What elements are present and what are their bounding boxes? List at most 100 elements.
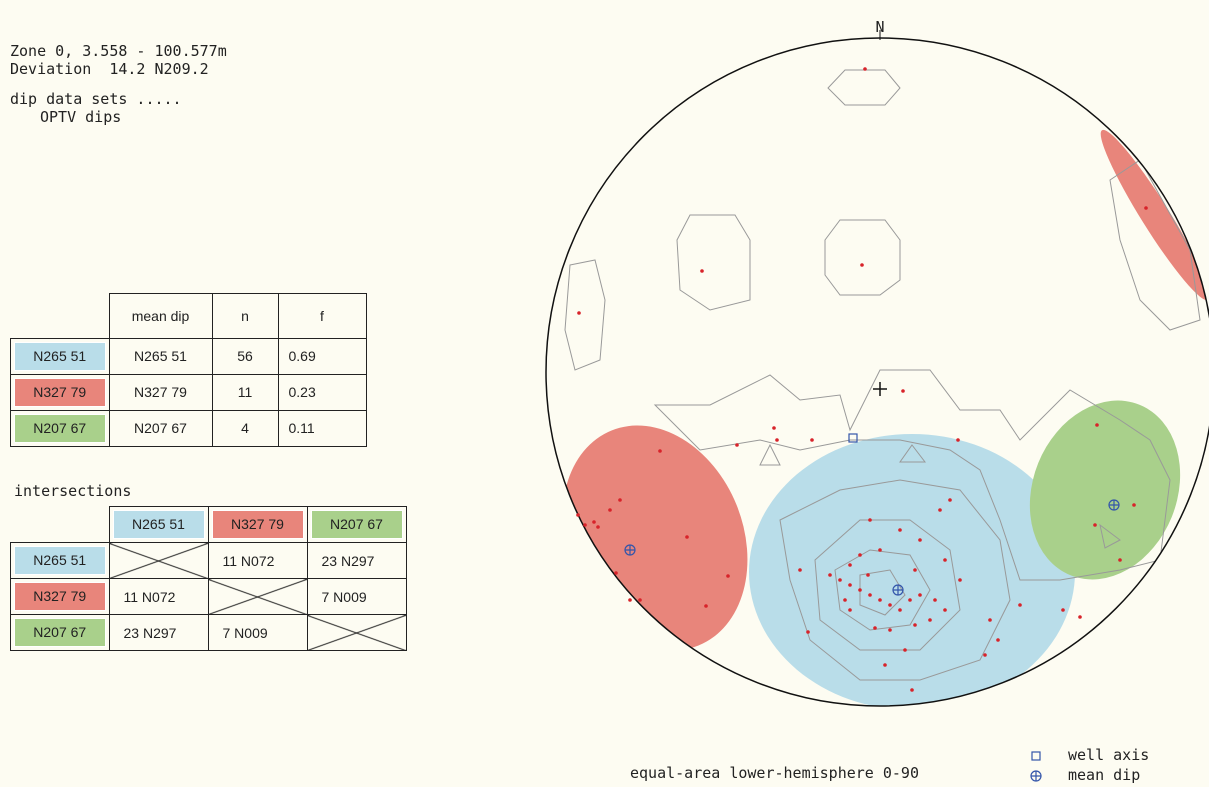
poles bbox=[576, 67, 1148, 692]
crossed-cell bbox=[207, 578, 308, 615]
cell: N207 67 bbox=[108, 409, 213, 447]
legend-icon bbox=[1030, 770, 1042, 782]
pole bbox=[1095, 423, 1099, 427]
pole bbox=[772, 426, 776, 430]
pole bbox=[888, 603, 892, 607]
pole bbox=[958, 578, 962, 582]
center-cross bbox=[873, 382, 887, 396]
corner-cell bbox=[10, 293, 110, 338]
header-line: OPTV dips bbox=[40, 108, 122, 126]
cell: N327 79 bbox=[108, 373, 213, 411]
pole bbox=[888, 628, 892, 632]
pole bbox=[956, 438, 960, 442]
cell: 23 N297 bbox=[108, 614, 209, 651]
pole bbox=[806, 630, 810, 634]
cell: 11 bbox=[211, 373, 279, 411]
pole bbox=[608, 508, 612, 512]
header-line: Zone 0, 3.558 - 100.577m bbox=[10, 42, 227, 60]
north-label: N bbox=[875, 18, 884, 36]
pole bbox=[866, 573, 870, 577]
row-label: N207 67 bbox=[10, 409, 110, 447]
header-line: Deviation 14.2 N209.2 bbox=[10, 60, 209, 78]
intersections-title: intersections bbox=[14, 482, 132, 500]
pole bbox=[583, 523, 587, 527]
column-header: f bbox=[277, 293, 367, 339]
cell: 11 N072 bbox=[207, 542, 308, 579]
pole bbox=[685, 535, 689, 539]
pole bbox=[928, 618, 932, 622]
projection-label: equal-area lower-hemisphere 0-90 bbox=[630, 764, 919, 782]
header-row: mean dip n f bbox=[10, 293, 367, 339]
pole bbox=[638, 598, 642, 602]
pole bbox=[1118, 558, 1122, 562]
legend-icon bbox=[1031, 751, 1041, 761]
crossed-cell bbox=[108, 542, 209, 579]
pole bbox=[933, 598, 937, 602]
pole bbox=[878, 548, 882, 552]
legend-label: mean dip bbox=[1068, 766, 1140, 784]
pole bbox=[988, 618, 992, 622]
label-text: N207 67 bbox=[310, 510, 403, 539]
pole bbox=[908, 598, 912, 602]
label-text: N265 51 bbox=[112, 510, 205, 539]
label-text: N327 79 bbox=[14, 377, 106, 407]
pole bbox=[868, 518, 872, 522]
pole bbox=[858, 553, 862, 557]
pole bbox=[910, 688, 914, 692]
pole bbox=[700, 269, 704, 273]
pole bbox=[843, 598, 847, 602]
pole bbox=[848, 608, 852, 612]
well-axis bbox=[848, 433, 858, 443]
set-ellipse bbox=[1029, 400, 1181, 580]
row-label: N327 79 bbox=[10, 373, 110, 411]
pole bbox=[775, 438, 779, 442]
pole bbox=[810, 438, 814, 442]
cell: 56 bbox=[211, 337, 279, 375]
label-text: N207 67 bbox=[14, 413, 106, 443]
pole bbox=[863, 67, 867, 71]
pole bbox=[903, 648, 907, 652]
cell: 23 N297 bbox=[306, 542, 407, 579]
pole bbox=[860, 263, 864, 267]
cell: N265 51 bbox=[108, 337, 213, 375]
pole bbox=[618, 498, 622, 502]
pole bbox=[878, 598, 882, 602]
pole bbox=[983, 653, 987, 657]
pole bbox=[726, 574, 730, 578]
pole bbox=[858, 588, 862, 592]
pole bbox=[576, 513, 580, 517]
pole bbox=[735, 443, 739, 447]
pole bbox=[873, 626, 877, 630]
pole bbox=[596, 525, 600, 529]
row: N207 67 23 N297 7 N009 bbox=[10, 614, 407, 651]
pole bbox=[628, 598, 632, 602]
row: N207 67 N207 67 4 0.11 bbox=[10, 409, 367, 447]
set-ellipse bbox=[1100, 129, 1209, 301]
pole bbox=[838, 578, 842, 582]
pole bbox=[1093, 523, 1097, 527]
pole bbox=[1061, 608, 1065, 612]
mean-dips bbox=[624, 499, 1120, 596]
sets-table: mean dip n f N265 51 N265 51 56 0.69 N327 79 N32… bbox=[10, 293, 367, 447]
pole bbox=[913, 623, 917, 627]
pole bbox=[943, 608, 947, 612]
row-label: N265 51 bbox=[10, 337, 110, 375]
column-header: N207 67 bbox=[306, 506, 407, 543]
pole bbox=[848, 583, 852, 587]
label-text: N327 79 bbox=[14, 582, 106, 611]
contours bbox=[564, 69, 1201, 681]
pole bbox=[1132, 503, 1136, 507]
column-header: N265 51 bbox=[108, 506, 209, 543]
label-text: N327 79 bbox=[211, 510, 304, 539]
legend-label: well axis bbox=[1068, 746, 1149, 764]
pole bbox=[798, 568, 802, 572]
pole bbox=[577, 311, 581, 315]
pole bbox=[996, 638, 1000, 642]
cell: 7 N009 bbox=[207, 614, 308, 651]
pole bbox=[898, 528, 902, 532]
label-text: N265 51 bbox=[14, 546, 106, 575]
row: N265 51 N265 51 56 0.69 bbox=[10, 337, 367, 375]
pole bbox=[898, 608, 902, 612]
